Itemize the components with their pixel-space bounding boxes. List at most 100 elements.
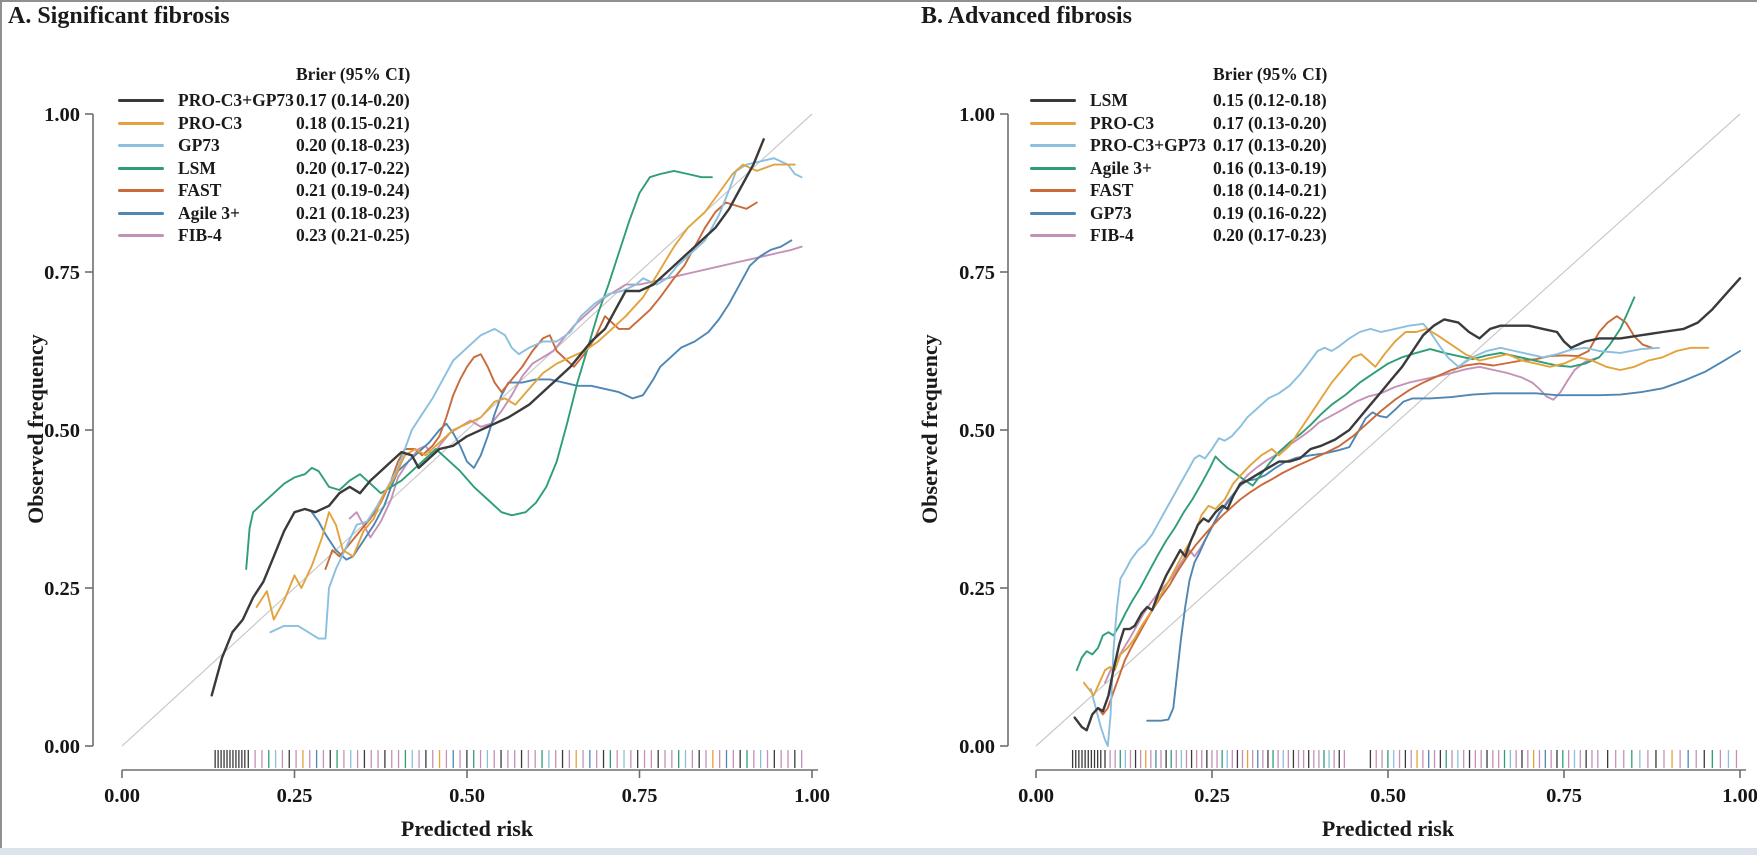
x-tick-label: 0.75 (1546, 785, 1582, 807)
y-tick-label: 0.50 (959, 420, 995, 442)
legend-brier-value: 0.16 (0.13-0.19) (1213, 158, 1327, 178)
legend-row: GP73 0.20 (0.18-0.23) (116, 135, 496, 157)
legend-series-label: FAST (178, 180, 222, 200)
panel-a-legend: Brier (95% CI) PRO-C3+GP73 0.17 (0.14-0.… (116, 64, 496, 264)
series-line-pro-c3-gp73 (210, 138, 765, 697)
legend-key-line (118, 167, 164, 170)
legend-series-label: Agile 3+ (1090, 158, 1152, 178)
legend-key-line (118, 234, 164, 237)
series-line-gp73 (269, 157, 803, 640)
series-line-pro-c3 (255, 163, 796, 621)
series-line-gp73 (1146, 350, 1741, 722)
legend-key-line (1030, 234, 1076, 237)
legend-key-line (1030, 99, 1076, 102)
y-tick-label: 0.00 (959, 736, 995, 758)
legend-row: LSM 0.20 (0.17-0.22) (116, 158, 496, 180)
legend-brier-value: 0.17 (0.13-0.20) (1213, 113, 1327, 133)
legend-series-label: Agile 3+ (178, 203, 240, 223)
x-tick-label: 1.00 (794, 785, 830, 807)
panel-b-x-axis-title: Predicted risk (1321, 816, 1455, 841)
x-tick-label: 1.00 (1722, 785, 1757, 807)
legend-row: PRO-C3+GP73 0.17 (0.13-0.20) (1028, 135, 1408, 157)
legend-key-line (118, 189, 164, 192)
legend-brier-value: 0.20 (0.18-0.23) (296, 135, 410, 155)
x-tick-label: 0.00 (104, 785, 140, 807)
legend-series-label: GP73 (1090, 203, 1132, 223)
panel-b-y-axis-title: Observed frequency (917, 334, 942, 524)
panel-a-title: A. Significant fibrosis (8, 3, 230, 29)
legend-brier-value: 0.20 (0.17-0.23) (1213, 225, 1327, 245)
legend-row: GP73 0.19 (0.16-0.22) (1028, 203, 1408, 225)
screen-top-edge (0, 0, 1757, 2)
legend-header: Brier (95% CI) (1213, 64, 1328, 84)
legend-row: Agile 3+ 0.16 (0.13-0.19) (1028, 158, 1408, 180)
legend-row: FIB-4 0.23 (0.21-0.25) (116, 225, 496, 247)
legend-row: FIB-4 0.20 (0.17-0.23) (1028, 225, 1408, 247)
legend-key-line (118, 212, 164, 215)
legend-series-label: LSM (178, 158, 216, 178)
y-tick-label: 0.00 (44, 736, 80, 758)
series-line-pro-c3-gp73 (1089, 322, 1660, 747)
screen-left-edge (0, 0, 2, 855)
legend-key-line (1030, 212, 1076, 215)
legend-key-line (1030, 189, 1076, 192)
legend-brier-value: 0.19 (0.16-0.22) (1213, 203, 1327, 223)
legend-row: Agile 3+ 0.21 (0.18-0.23) (116, 203, 496, 225)
series-line-pro-c3 (1082, 327, 1710, 697)
x-tick-label: 0.75 (622, 785, 658, 807)
legend-brier-value: 0.17 (0.14-0.20) (296, 90, 410, 110)
panel-b-title: B. Advanced fibrosis (921, 3, 1132, 29)
legend-row: FAST 0.18 (0.14-0.21) (1028, 180, 1408, 202)
y-tick-label: 0.75 (44, 262, 80, 284)
y-tick-label: 0.75 (959, 262, 995, 284)
legend-series-label: PRO-C3+GP73 (1090, 135, 1206, 155)
legend-key-line (118, 122, 164, 125)
legend-brier-value: 0.18 (0.14-0.21) (1213, 180, 1327, 200)
series-line-lsm (245, 169, 713, 570)
series-line-agile-3- (1075, 296, 1636, 672)
series-line-lsm (1073, 277, 1742, 732)
panel-a-y-axis-title: Observed frequency (23, 334, 48, 524)
legend-series-label: FAST (1090, 180, 1134, 200)
legend-key-line (118, 99, 164, 102)
legend-series-label: PRO-C3+GP73 (178, 90, 294, 110)
legend-brier-value: 0.21 (0.19-0.24) (296, 180, 410, 200)
legend-brier-value: 0.20 (0.17-0.22) (296, 158, 410, 178)
y-tick-label: 1.00 (959, 104, 995, 126)
x-tick-label: 0.25 (1194, 785, 1230, 807)
legend-row: PRO-C3 0.17 (0.13-0.20) (1028, 113, 1408, 135)
legend-row: FAST 0.21 (0.19-0.24) (116, 180, 496, 202)
series-line-agile-3- (310, 239, 793, 561)
legend-series-label: FIB-4 (1090, 225, 1134, 245)
y-tick-label: 1.00 (44, 104, 80, 126)
series-line-fib-4 (1104, 356, 1601, 684)
legend-series-label: GP73 (178, 135, 220, 155)
x-tick-label: 0.00 (1018, 785, 1054, 807)
x-tick-label: 0.50 (1370, 785, 1406, 807)
legend-key-line (118, 144, 164, 147)
legend-key-line (1030, 167, 1076, 170)
legend-series-label: PRO-C3 (178, 113, 243, 133)
legend-header: Brier (95% CI) (296, 64, 411, 84)
legend-brier-value: 0.17 (0.13-0.20) (1213, 135, 1327, 155)
legend-series-label: PRO-C3 (1090, 113, 1155, 133)
legend-series-label: LSM (1090, 90, 1128, 110)
legend-row: PRO-C3 0.18 (0.15-0.21) (116, 113, 496, 135)
y-tick-label: 0.50 (44, 420, 80, 442)
x-tick-label: 0.50 (449, 785, 485, 807)
series-line-fast (324, 201, 758, 570)
legend-brier-value: 0.18 (0.15-0.21) (296, 113, 410, 133)
panel-b-legend: Brier (95% CI) LSM 0.15 (0.12-0.18) PRO-… (1028, 64, 1408, 264)
legend-brier-value: 0.23 (0.21-0.25) (296, 225, 410, 245)
panel-a-x-axis-title: Predicted risk (400, 816, 534, 841)
legend-row: LSM 0.15 (0.12-0.18) (1028, 90, 1408, 112)
reference-diagonal (1035, 113, 1741, 747)
x-tick-label: 0.25 (277, 785, 313, 807)
legend-series-label: FIB-4 (178, 225, 222, 245)
y-tick-label: 0.25 (44, 578, 80, 600)
legend-key-line (1030, 144, 1076, 147)
legend-brier-value: 0.15 (0.12-0.18) (1213, 90, 1327, 110)
y-tick-label: 0.25 (959, 578, 995, 600)
legend-row: PRO-C3+GP73 0.17 (0.14-0.20) (116, 90, 496, 112)
